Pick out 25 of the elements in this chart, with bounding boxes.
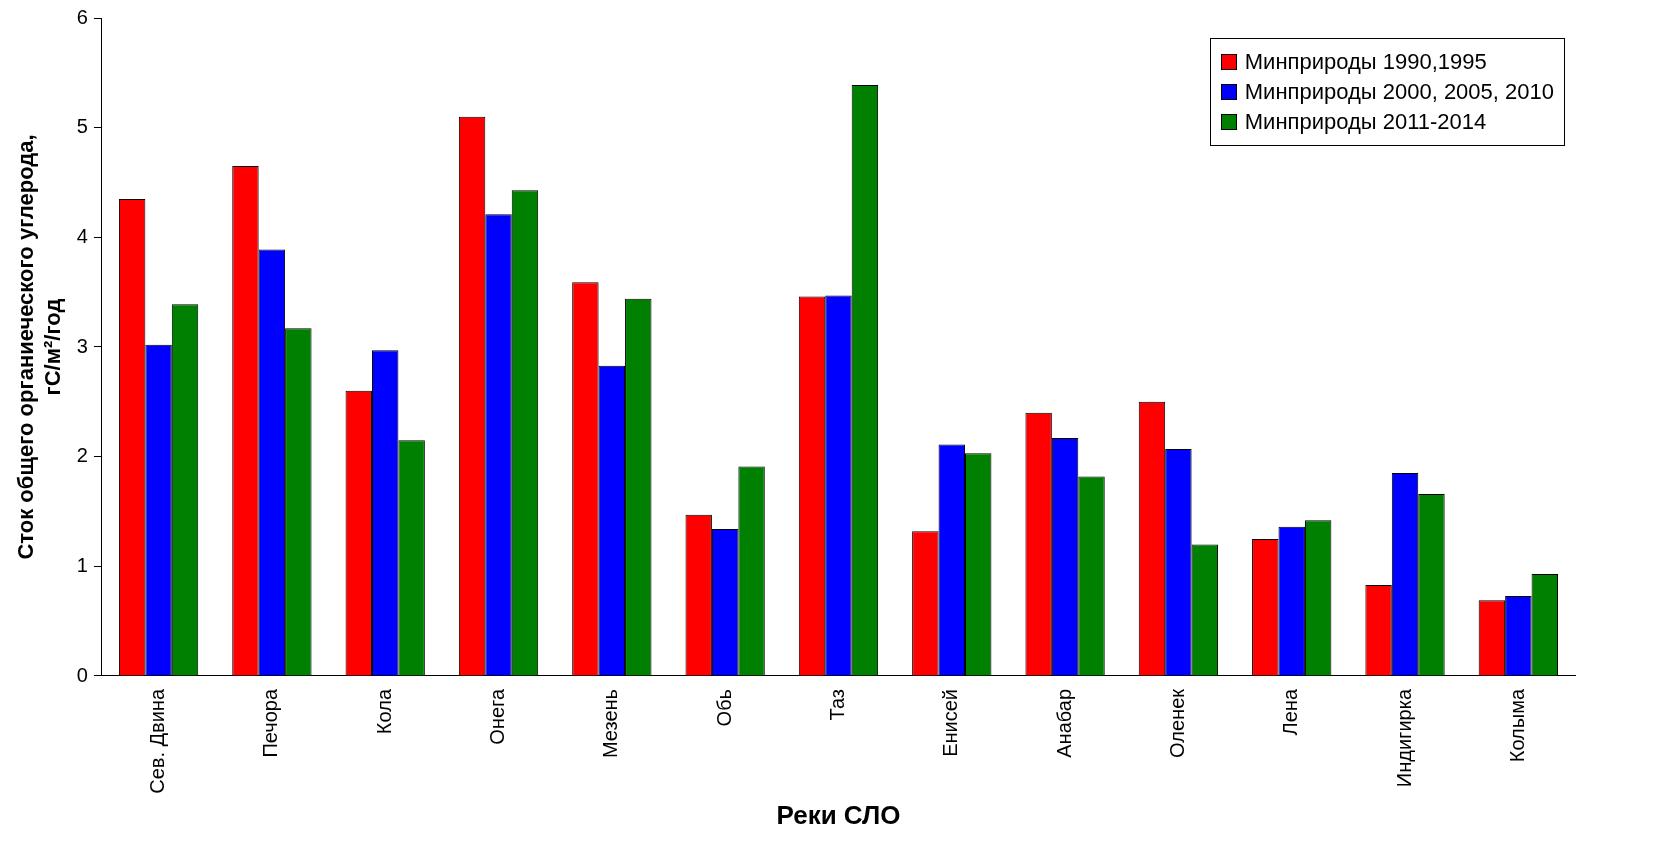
y-tick-label: 1: [76, 553, 88, 576]
y-tick-label: 0: [76, 663, 88, 686]
x-tick-label: Лена: [1279, 688, 1302, 736]
x-tick-label: Кола: [372, 688, 395, 735]
x-tick-label: Таз: [825, 688, 848, 721]
x-tick-label: Онега: [486, 688, 509, 745]
y-tick-label: 6: [76, 5, 88, 28]
x-tick-label: Оленек: [1165, 688, 1188, 759]
y-tick-label: 5: [76, 115, 88, 138]
x-tick-label: Енисей: [939, 688, 962, 757]
x-tick-label: Сев. Двина: [146, 688, 169, 794]
x-tick-label: Мезень: [599, 688, 622, 759]
x-tick-label: Анабар: [1052, 688, 1075, 758]
y-tick-label: 4: [76, 224, 88, 247]
legend-label: Минприроды 2011-2014: [1244, 109, 1487, 135]
x-tick-label: Обь: [712, 688, 735, 727]
x-axis-title: Реки СЛО: [776, 799, 901, 830]
x-tick-label: Печора: [259, 688, 282, 758]
x-tick-label: Индигирка: [1392, 688, 1415, 788]
x-tick-label: Колыма: [1505, 688, 1528, 763]
legend-label: Минприроды 2000, 2005, 2010: [1244, 79, 1554, 105]
y-axis-title: Сток общего органиеческого углерода, гС/м²/год: [13, 134, 65, 560]
y-tick-label: 3: [76, 334, 88, 357]
legend-label: Минприроды 1990,1995: [1244, 49, 1487, 75]
y-tick-label: 2: [76, 444, 88, 467]
